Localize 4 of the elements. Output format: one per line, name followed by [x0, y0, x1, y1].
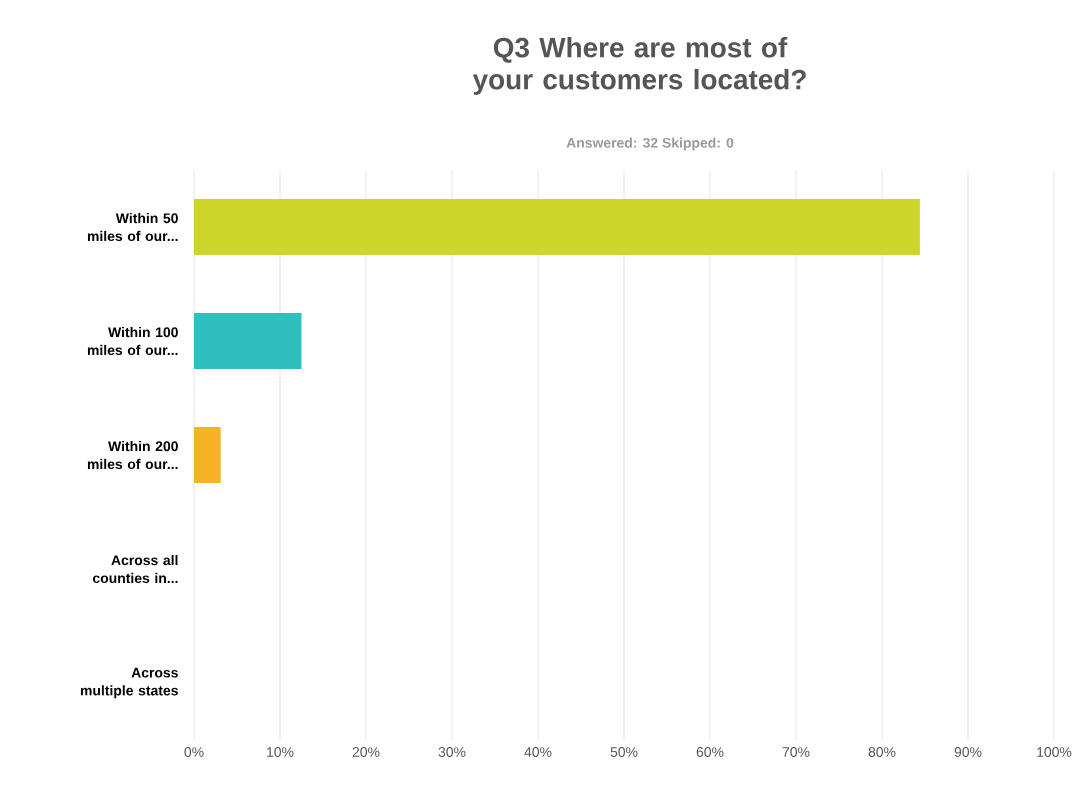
bar: [194, 427, 221, 484]
bar: [194, 313, 302, 370]
bar: [194, 199, 920, 256]
chart-title: Q3 Where are most of your customers located?: [472, 37, 806, 95]
